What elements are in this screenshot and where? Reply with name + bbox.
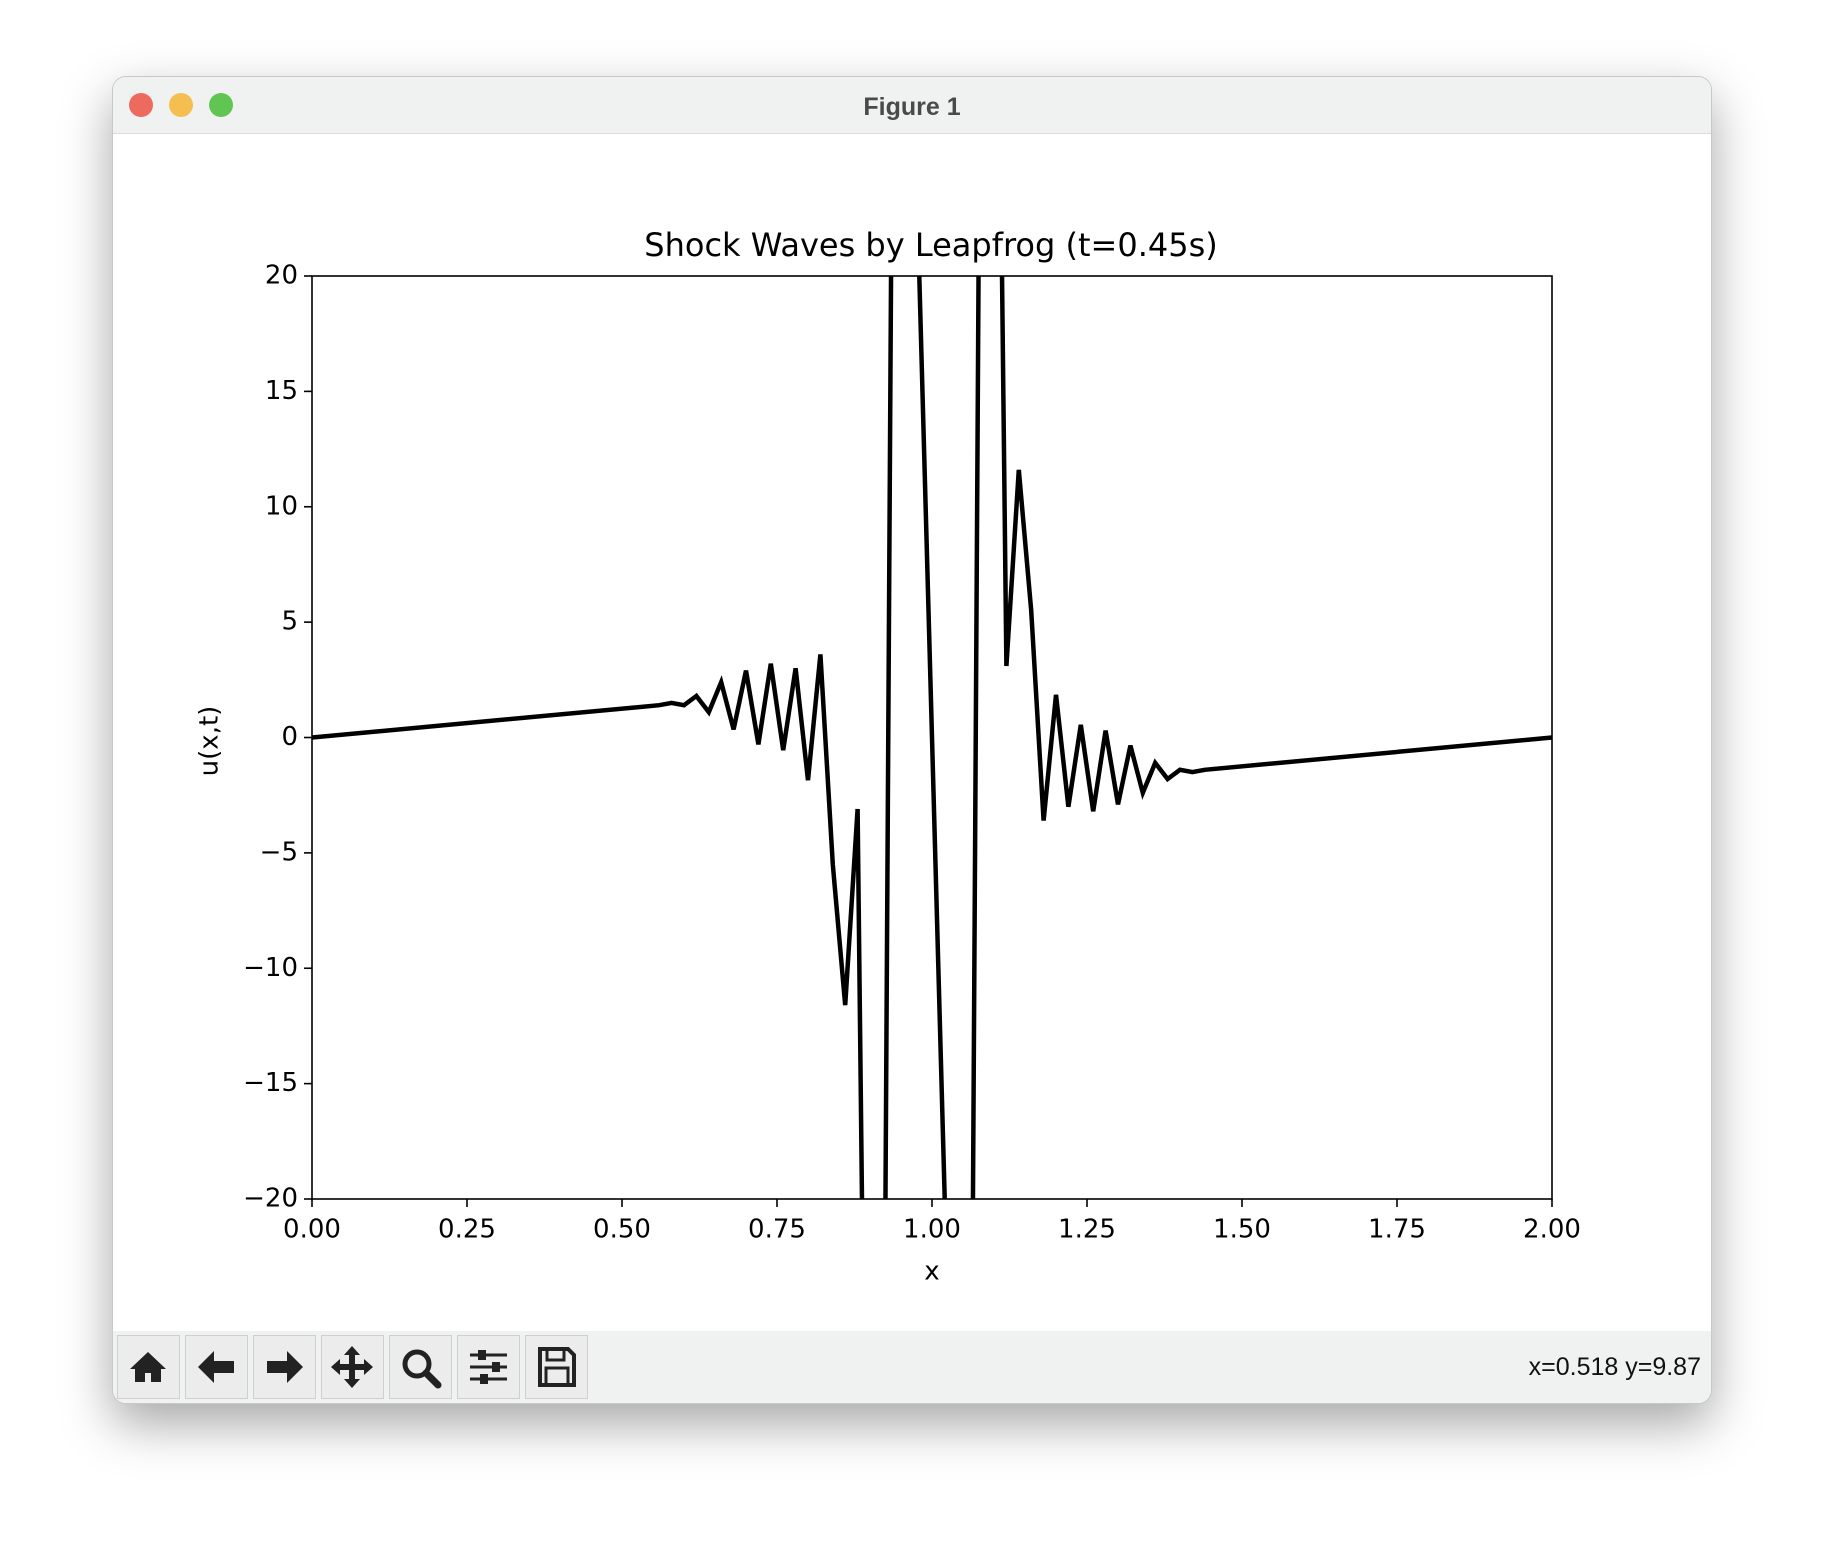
y-tick-label: −15 [243,1068,298,1098]
x-tick-label: 1.00 [903,1215,961,1245]
y-axis-label: u(x,t) [195,706,225,777]
x-tick-label: 0.25 [438,1215,496,1245]
forward-button[interactable] [253,1335,316,1399]
window-title: Figure 1 [863,93,961,121]
x-tick-label: 0.75 [748,1215,806,1245]
x-tick-label: 1.75 [1368,1215,1426,1245]
back-button[interactable] [185,1335,248,1399]
y-tick-label: 20 [265,261,298,291]
x-axis-label: x [924,1257,939,1287]
icon [130,1352,166,1382]
y-tick-label: −20 [243,1184,298,1214]
x-tick-label: 2.00 [1523,1215,1581,1245]
x-tick-label: 1.25 [1058,1215,1116,1245]
data-line [312,276,1552,1199]
icon [402,1349,442,1389]
icon [198,1351,234,1383]
y-tick-label: 5 [281,607,298,637]
icon [538,1347,576,1387]
close-button[interactable] [129,93,153,117]
icon [470,1350,507,1384]
title-bar: Figure 1 [113,77,1711,134]
toolbar: x=0.518 y=9.87 [113,1331,1711,1403]
window: Figure 1 x=0.518 y=9.87 [112,76,1712,1404]
zoom-tool-button[interactable] [389,1335,452,1399]
save-button[interactable] [525,1335,588,1399]
x-tick-label: 1.50 [1213,1215,1271,1245]
x-tick-label: 0.00 [283,1215,341,1245]
icon [267,1351,303,1383]
cursor-status: x=0.518 y=9.87 [1528,1353,1701,1381]
x-tick-label: 0.50 [593,1215,651,1245]
y-tick-label: −10 [243,953,298,983]
chart-title: Shock Waves by Leapfrog (t=0.45s) [644,226,1217,264]
configure-button[interactable] [457,1335,520,1399]
y-tick-label: 0 [281,722,298,752]
y-tick-label: −5 [260,837,298,867]
pan-button[interactable] [321,1335,384,1399]
y-tick-label: 10 [265,491,298,521]
minimize-button[interactable] [169,93,193,117]
y-tick-label: 15 [265,376,298,406]
icon [331,1346,373,1388]
home-button[interactable] [117,1335,180,1399]
zoom-button[interactable] [209,93,233,117]
